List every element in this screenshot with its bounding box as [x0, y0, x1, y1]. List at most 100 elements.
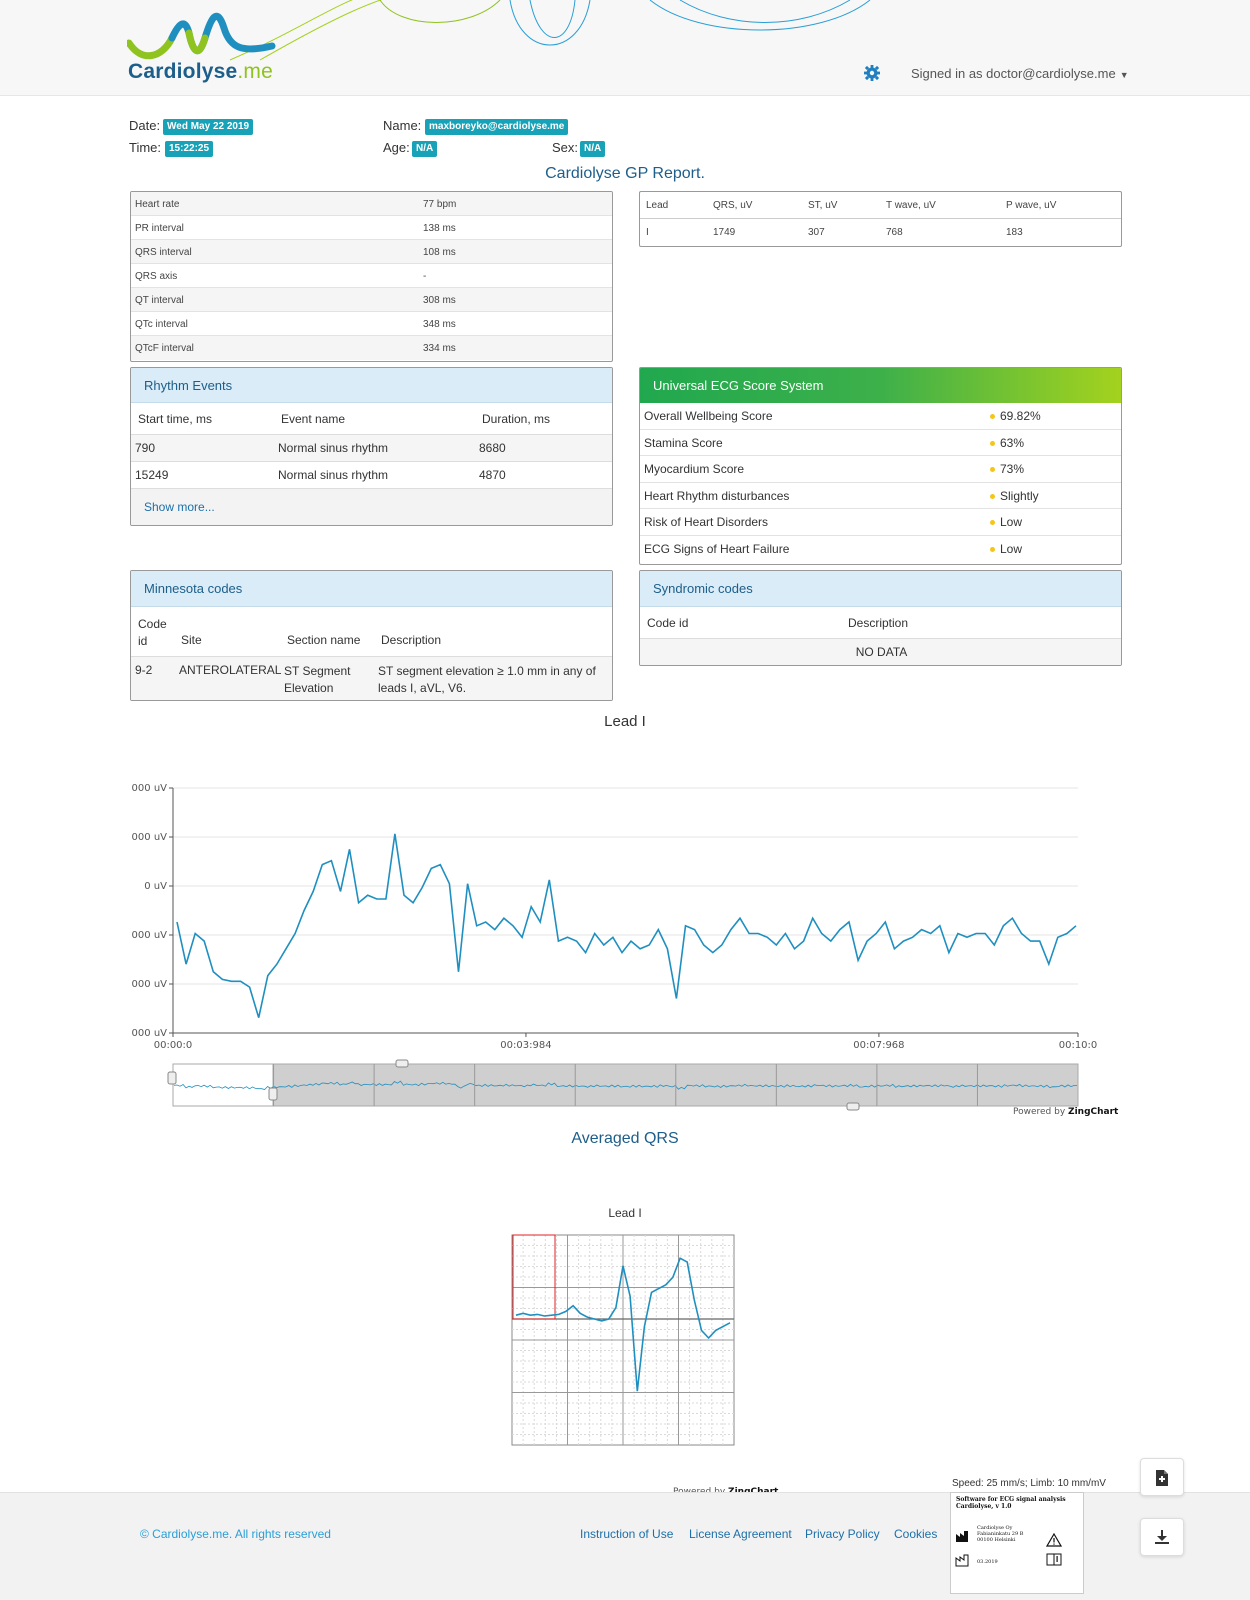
header-decoration [229, 0, 871, 61]
column-header: Site [181, 633, 202, 647]
table-row: 790 Normal sinus rhythm 8680 [131, 435, 612, 462]
measurement-label: Heart rate [135, 199, 180, 210]
timeline-handle-left[interactable] [167, 1071, 177, 1085]
user-menu[interactable]: Signed in as doctor@cardiolyse.me ▼ [911, 66, 1129, 81]
instruction-link[interactable]: Instruction of Use [580, 1527, 674, 1541]
software-label-line1: Software for ECG signal analysis [956, 1496, 1066, 1503]
score-row: Stamina Score 63% [640, 430, 1121, 456]
gear-icon[interactable] [864, 65, 880, 81]
score-value: 63% [1000, 435, 1025, 450]
score-label: Heart Rhythm disturbances [644, 488, 790, 503]
panel-footer: Show more... [131, 489, 612, 525]
export-pdf-button[interactable] [1140, 1458, 1184, 1496]
ecg-series-line [176, 833, 1077, 1018]
score-value: 73% [1000, 462, 1025, 476]
timeline-handle-right[interactable] [268, 1087, 278, 1101]
minnesota-codes-panel: Minnesota codes Code id Site Section nam… [130, 570, 613, 701]
name-label: Name: [383, 118, 422, 133]
measurement-value: 334 ms [423, 343, 456, 354]
score-label: ECG Signs of Heart Failure [644, 541, 790, 556]
panel-title: Rhythm Events [131, 368, 612, 403]
table-header-row: Start time, ms Event name Duration, ms [131, 403, 612, 435]
measurement-row: QTcF interval 334 ms [131, 336, 612, 360]
table-header-row: Lead QRS, uV ST, uV T wave, uV P wave, u… [640, 192, 1121, 219]
measurement-row: QT interval 308 ms [131, 288, 612, 312]
file-export-icon [1156, 1470, 1168, 1486]
table-header-row: Code id Site Section name Description [131, 607, 612, 657]
timeline-handle-top[interactable] [395, 1059, 409, 1068]
company-city: 00100 Helsinki [977, 1537, 1016, 1543]
company-street: Fabianinkatu 29 B [977, 1531, 1024, 1537]
table-row: NO DATA [640, 639, 1121, 665]
chart-grid [511, 1234, 735, 1446]
score-label: Overall Wellbeing Score [644, 409, 773, 423]
measurement-value: 308 ms [423, 295, 456, 306]
table-row: 9-2 ANTEROLATERAL ST Segment Elevation S… [131, 657, 612, 700]
lead-chart-title: Lead I [604, 713, 646, 730]
score-label: Risk of Heart Disorders [644, 515, 769, 529]
table-cell: 768 [886, 227, 903, 238]
measurement-label: QRS interval [135, 247, 192, 258]
speed-info: Speed: 25 mm/s; Limb: 10 mm/mV [952, 1478, 1106, 1489]
column-header: Code id [138, 617, 167, 648]
show-more-link[interactable]: Show more... [144, 500, 215, 514]
logo-icon [127, 12, 276, 60]
warning-icon [1046, 1533, 1062, 1547]
score-value: Low [1000, 515, 1023, 529]
license-link[interactable]: License Agreement [689, 1527, 792, 1541]
table-cell: Normal sinus rhythm [278, 441, 389, 455]
download-button[interactable] [1140, 1518, 1184, 1556]
qrs-series-line [515, 1257, 731, 1392]
logo-wordmark[interactable]: Cardiolyse.me [128, 60, 273, 84]
measurement-label: QRS axis [135, 271, 178, 282]
qrs-lead-title: Lead I [608, 1206, 642, 1220]
score-row: ECG Signs of Heart Failure Low [640, 536, 1121, 563]
syndromic-codes-panel: Syndromic codes Code id Description NO D… [639, 570, 1122, 666]
measurement-row: Heart rate 77 bpm [131, 192, 612, 216]
panel-title: Universal ECG Score System [640, 368, 1121, 403]
column-header: Event name [281, 412, 346, 426]
table-cell: 790 [135, 441, 156, 455]
indicator-dot-icon [990, 414, 995, 419]
software-label: Software for ECG signal analysis Cardioly… [950, 1492, 1084, 1594]
sex-label: Sex: [552, 140, 579, 155]
table-cell: ST segment elevation ≥ 1.0 mm in any of … [378, 664, 596, 695]
table-cell: ST Segment Elevation [284, 664, 351, 695]
manual-book-icon [1046, 1553, 1062, 1566]
score-label: Myocardium Score [644, 462, 745, 476]
privacy-link[interactable]: Privacy Policy [805, 1527, 880, 1541]
x-tick-label: 00:03:984 [500, 1040, 551, 1051]
timeline-handle-bottom[interactable] [846, 1102, 860, 1111]
x-tick-label: 00:00:0 [154, 1040, 193, 1051]
lead-i-chart[interactable]: 000 uV 000 uV 0 uV 000 uV 000 uV 000 uV 00:00… [120, 770, 1130, 1120]
measurement-row: QTc interval 348 ms [131, 312, 612, 336]
averaged-qrs-chart[interactable] [510, 1234, 740, 1450]
measurement-value: 138 ms [423, 223, 456, 234]
measurement-row: QRS axis - [131, 264, 612, 288]
timeline-preview[interactable] [172, 1063, 1079, 1107]
name-badge: maxboreyko@cardiolyse.me [425, 119, 569, 135]
measurement-value: 108 ms [423, 247, 456, 258]
age-badge: N/A [412, 141, 438, 157]
column-header: P wave, uV [1006, 200, 1057, 211]
table-row: 15249 Normal sinus rhythm 4870 [131, 462, 612, 489]
x-tick-label: 00:10:0 [1059, 1040, 1098, 1051]
powered-by-credit[interactable]: Powered by ZingChart [1013, 1107, 1118, 1117]
company-name: Cardiolyse Oy [977, 1525, 1013, 1531]
chart-grid [173, 787, 1078, 985]
table-cell: Normal sinus rhythm [278, 468, 389, 482]
score-row: Risk of Heart Disorders Low [640, 509, 1121, 536]
logo-suffix-text: .me [237, 60, 273, 83]
column-header: Duration, ms [482, 412, 551, 426]
manufacture-date: 03.2019 [977, 1559, 998, 1565]
panel-title: Minnesota codes [131, 571, 612, 607]
column-header: Code id [647, 616, 689, 630]
timeline-selection[interactable] [172, 1063, 274, 1107]
measurement-value: 77 bpm [423, 199, 457, 210]
powered-by-text: Powered by [1013, 1107, 1066, 1117]
measurement-label: PR interval [135, 223, 184, 234]
copyright-text: © Cardiolyse.me. All rights reserved [140, 1527, 331, 1541]
lead-amplitudes-table: Lead QRS, uV ST, uV T wave, uV P wave, u… [639, 191, 1122, 247]
score-value: Low [1000, 541, 1023, 556]
cookies-link[interactable]: Cookies [894, 1527, 938, 1541]
